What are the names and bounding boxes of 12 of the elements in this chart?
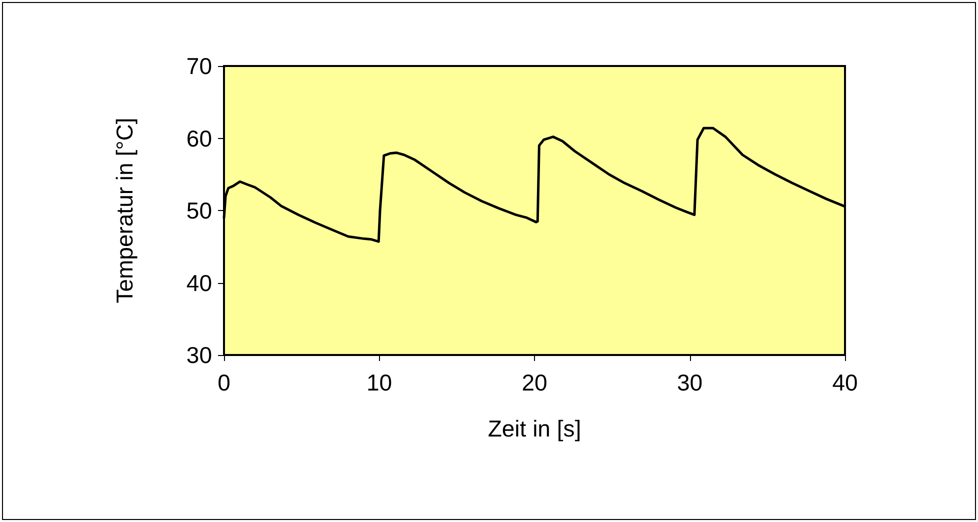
x-tick-label: 40 — [832, 370, 858, 396]
x-tick-label: 20 — [522, 370, 548, 396]
y-axis-title: Temperatur in [°C] — [112, 118, 138, 304]
y-tick-label: 30 — [186, 342, 212, 368]
x-axis-title: Zeit in [s] — [488, 416, 582, 442]
x-tick-label: 10 — [366, 370, 392, 396]
x-tick-label: 30 — [676, 370, 703, 396]
y-tick-label: 60 — [186, 125, 212, 152]
y-tick-label: 40 — [186, 270, 212, 296]
y-tick-label: 50 — [186, 198, 212, 224]
x-tick-label: 0 — [218, 370, 230, 396]
y-tick-label: 70 — [186, 53, 212, 79]
